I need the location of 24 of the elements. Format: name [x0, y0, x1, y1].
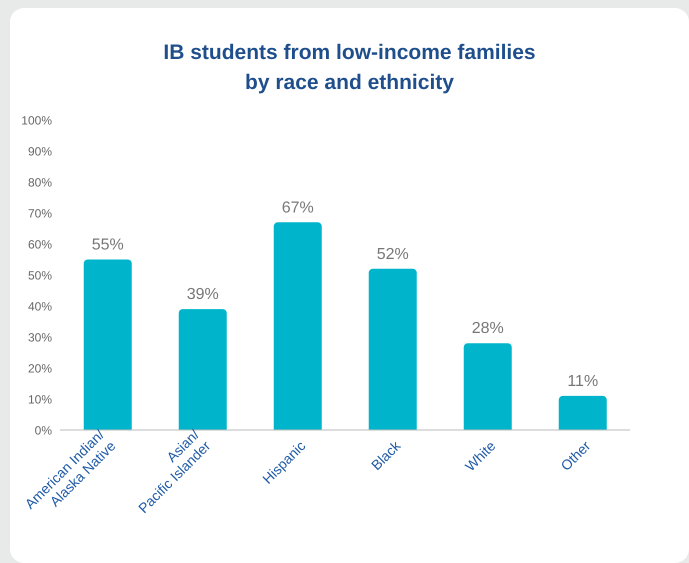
y-tick-label: 40%: [28, 299, 52, 314]
y-tick-label: 20%: [28, 361, 52, 376]
y-tick-label: 30%: [28, 330, 52, 344]
data-label: 28%: [472, 320, 504, 338]
y-tick-label: 60%: [28, 237, 52, 252]
y-tick-label: 50%: [28, 268, 52, 282]
y-tick-label: 70%: [28, 206, 52, 220]
data-label: 67%: [282, 199, 314, 216]
data-label: 39%: [186, 286, 219, 304]
bar: [178, 309, 227, 430]
bar: [558, 396, 607, 430]
y-tick-label: 80%: [28, 175, 52, 190]
y-tick-label: 100%: [21, 113, 52, 128]
y-tick-label: 0%: [34, 423, 52, 438]
bar: [464, 343, 512, 430]
data-label: 52%: [376, 246, 409, 263]
y-tick-label: 90%: [28, 144, 52, 158]
bar: [368, 268, 417, 430]
data-label: 11%: [567, 372, 598, 390]
data-label: 55%: [92, 236, 124, 254]
bar: [274, 222, 322, 430]
bar: [84, 260, 132, 430]
chart-title: IB students from low-income families by race and ethnicity: [162, 40, 537, 96]
y-tick-label: 10%: [28, 392, 52, 406]
